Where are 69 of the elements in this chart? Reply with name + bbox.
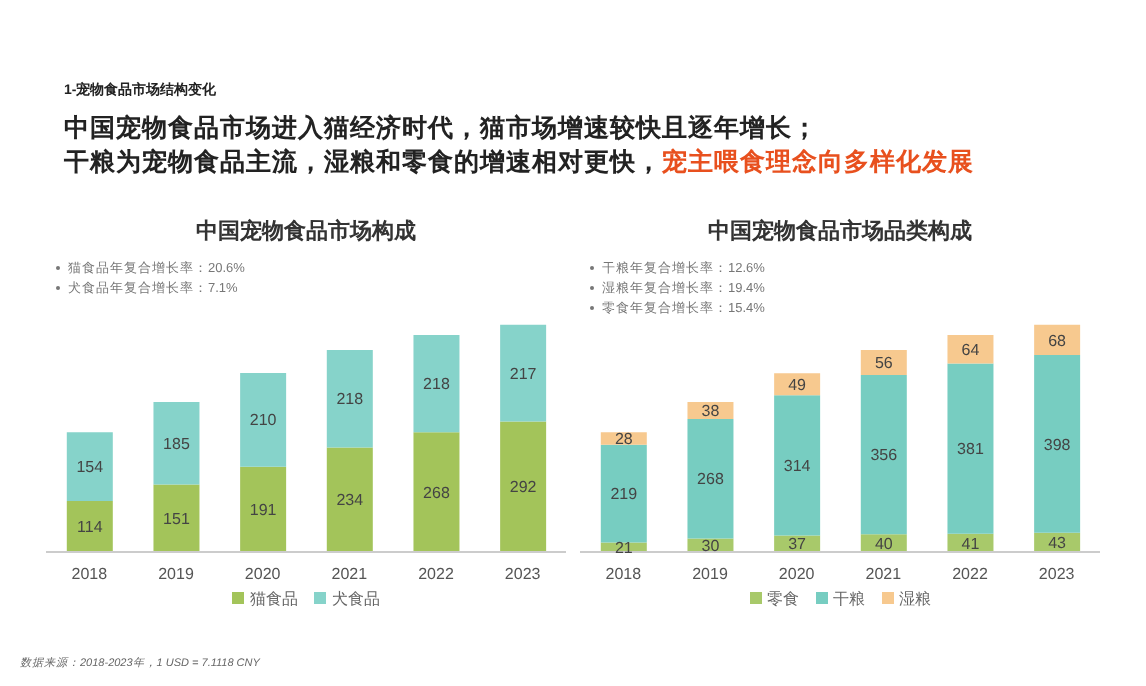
x-tick-label: 2023 [504,565,542,584]
data-label: 381 [957,440,985,459]
data-label: 68 [1048,331,1068,350]
bar [947,334,994,364]
bar [500,421,547,552]
data-label: 114 [77,518,104,537]
x-tick-label: 2021 [865,565,903,584]
bar [947,363,994,534]
data-label: 191 [249,501,278,520]
bar [600,444,647,543]
text: 中国宠物食品市场进入猫经济时代，猫市场增速较快且逐年增长； [64,112,820,146]
x-tick-label: 2021 [331,565,369,584]
bar [153,484,200,552]
data-label: 43 [1048,534,1068,553]
legend-label: 零食 [765,588,799,610]
data-label: 314 [783,457,812,476]
data-label: 37 [788,535,808,554]
data-label: 234 [336,491,365,510]
data-label: 219 [610,485,639,504]
x-tick-label: 2020 [778,565,816,584]
data-label: 210 [249,411,278,430]
data-label: 64 [961,340,981,359]
data-label: 218 [336,390,365,409]
data-label: 40 [874,534,894,553]
data-label: 38 [701,402,721,421]
chart-title: 中国宠物食品市场品类构成 [706,217,974,246]
bar [66,501,113,552]
x-tick-label: 2022 [952,565,989,584]
bar [326,350,373,448]
data-label: 356 [870,446,899,465]
text: 宠主喂食理念向多样化发展 [662,148,974,176]
data-label: 218 [423,375,451,394]
legend-label: 湿粮 [897,588,931,610]
bar [240,466,287,552]
x-tick-label: 2019 [692,565,729,584]
legend-label: 干粮 [831,588,865,610]
data-label: 217 [509,364,538,383]
legend-label: 犬食品 [330,588,380,610]
data-label: 398 [1043,435,1072,454]
chart-title: 中国宠物食品市场构成 [194,217,418,246]
data-label: 28 [614,430,634,449]
data-label: 268 [697,470,725,489]
bar [500,324,547,422]
data-label: 268 [423,483,451,502]
bar [687,418,734,539]
x-tick-label: 2020 [244,565,282,584]
x-tick-label: 2018 [71,565,109,584]
bar [326,447,373,552]
x-tick-label: 2018 [605,565,643,584]
bar [774,395,821,536]
data-label: 30 [701,536,721,555]
legend-label: 猫食品 [248,588,298,610]
bar [240,372,287,467]
x-tick-label: 2023 [1038,565,1076,584]
data-label: 49 [788,375,808,394]
data-label: 185 [163,434,191,453]
bar [413,334,460,433]
bar [1034,355,1081,533]
bar [860,375,907,535]
bar [153,401,200,485]
data-label: 56 [874,354,894,373]
data-label: 292 [509,478,538,497]
bar [66,432,113,502]
x-tick-label: 2022 [418,565,455,584]
data-label: 41 [961,534,981,553]
bar [413,432,460,552]
x-tick-label: 2019 [158,565,195,584]
data-label: 151 [163,509,191,528]
data-label: 154 [76,458,105,477]
